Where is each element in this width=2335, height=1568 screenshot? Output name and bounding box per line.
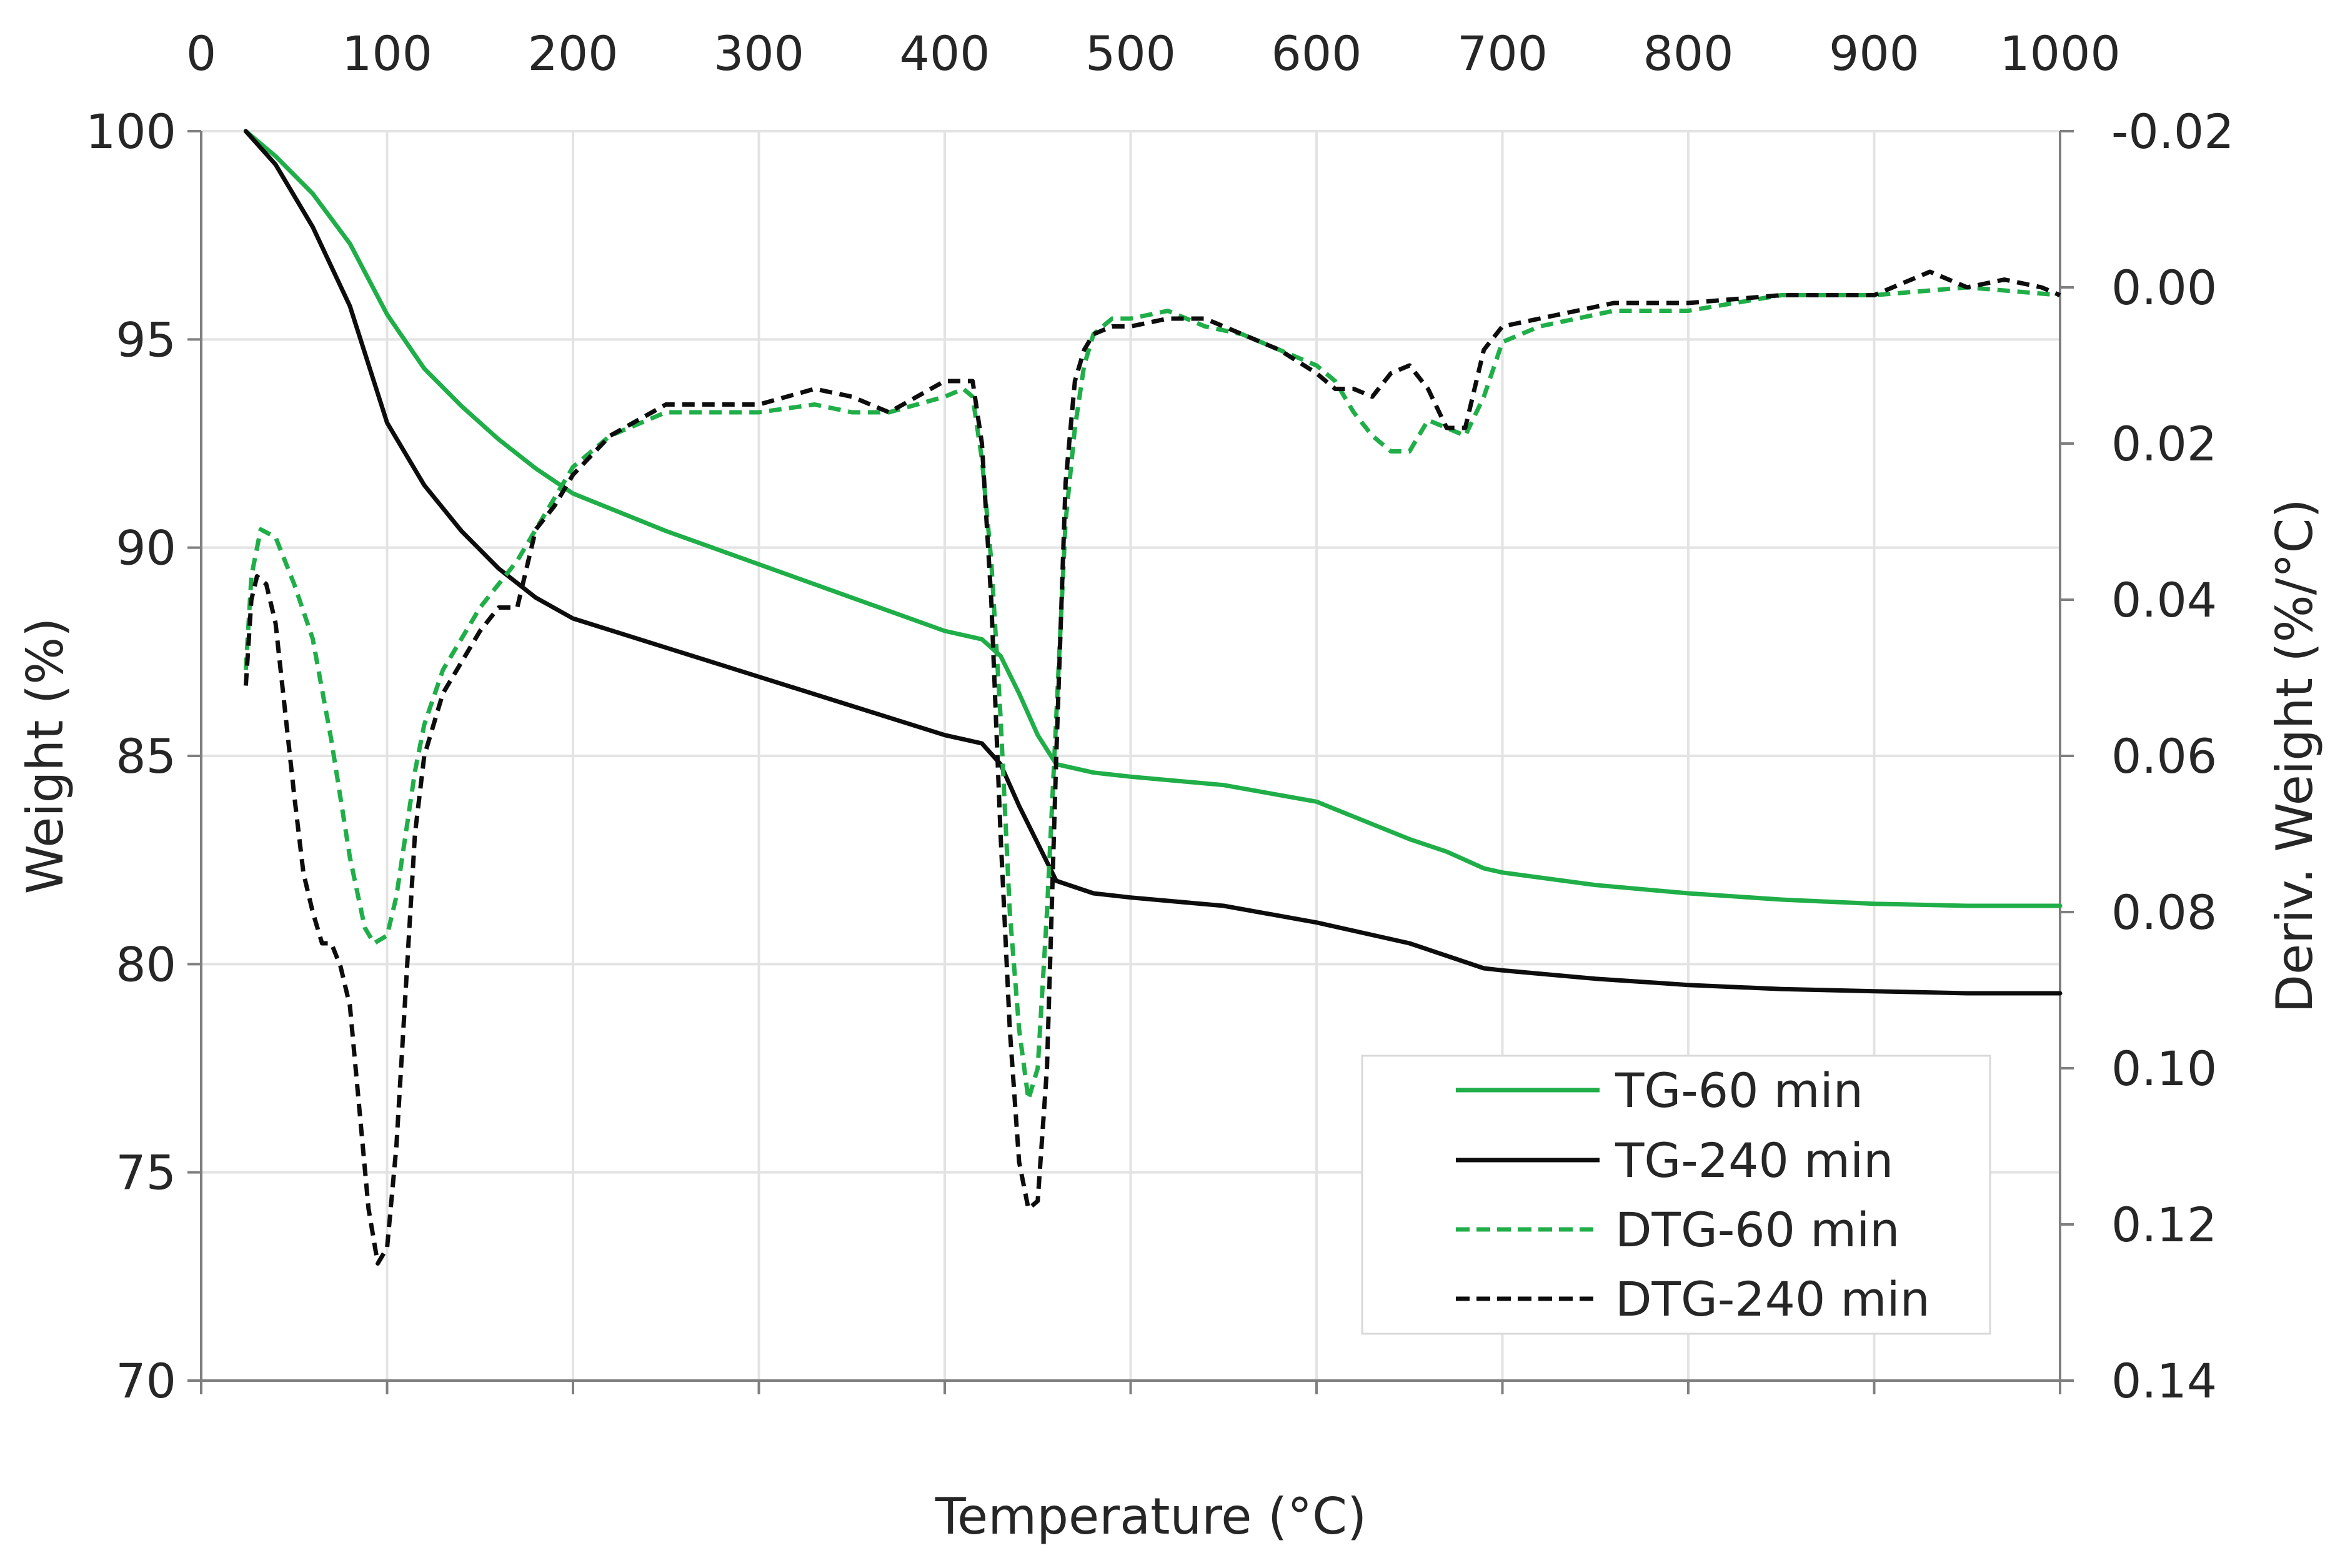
x-tick-label-1000: 1000 [1999, 26, 2120, 81]
x-tick-label-900: 900 [1829, 26, 1919, 81]
y2-axis-title: Deriv. Weight (%/°C) [2266, 499, 2324, 1013]
legend: TG-60 min TG-240 min DTG-60 min DTG-240 … [1361, 1054, 1991, 1335]
series-line-dtg-240-min [243, 269, 2061, 1266]
x-tick-label-600: 600 [1271, 26, 1362, 81]
y2-tick-label-0.04: 0.04 [2111, 572, 2217, 628]
y2-tick-label-0.02: 0.02 [2111, 416, 2217, 472]
x-tick-label-700: 700 [1457, 26, 1548, 81]
legend-label-dtg-60: DTG-60 min [1615, 1202, 1899, 1258]
series-lines [243, 129, 2063, 1266]
x-tick-label-200: 200 [527, 26, 618, 81]
y-tick-label-80: 80 [116, 936, 176, 992]
y-axis-title: Weight (%) [16, 618, 74, 895]
legend-label-dtg-240: DTG-240 min [1615, 1271, 1930, 1327]
gridlines [201, 130, 2060, 1382]
x-tick-label-800: 800 [1643, 26, 1733, 81]
x-tick-label-100: 100 [342, 26, 432, 81]
legend-label-tg-60: TG-60 min [1615, 1063, 1863, 1118]
y-tick-label-75: 75 [116, 1145, 176, 1201]
y2-tick-label-0.14: 0.14 [2111, 1353, 2217, 1409]
x-tick-label-400: 400 [899, 26, 990, 81]
y2-tick-label-0.06: 0.06 [2111, 728, 2217, 784]
y2-tick-label-0.12: 0.12 [2111, 1197, 2217, 1253]
y2-tick-label-0.00: 0.00 [2111, 260, 2217, 315]
series-line-tg-240-min [243, 129, 2063, 996]
x-tick-label-500: 500 [1085, 26, 1176, 81]
legend-box [1361, 1054, 1991, 1335]
y-tick-label-70: 70 [116, 1353, 176, 1409]
y2-tick-label-0.10: 0.10 [2111, 1041, 2217, 1096]
y2-tick-label-0.08: 0.08 [2111, 885, 2217, 940]
x-tick-label-0: 0 [186, 26, 216, 81]
y2-tick-label--0.02: -0.02 [2111, 104, 2234, 159]
x-axis-title: Temperature (°C) [935, 1487, 1367, 1546]
y-tick-label-100: 100 [86, 104, 176, 159]
y-tick-label-85: 85 [116, 728, 176, 784]
axes: 0 100 200 300 400 500 600 700 800 900 100070758085… [86, 26, 2234, 1409]
series-line-tg-60-min [243, 129, 2063, 908]
y-tick-label-95: 95 [116, 312, 176, 367]
y-tick-label-90: 90 [116, 520, 176, 576]
x-tick-label-300: 300 [714, 26, 804, 81]
legend-label-tg-240: TG-240 min [1615, 1133, 1893, 1188]
series-line-dtg-60-min [243, 285, 2061, 1102]
